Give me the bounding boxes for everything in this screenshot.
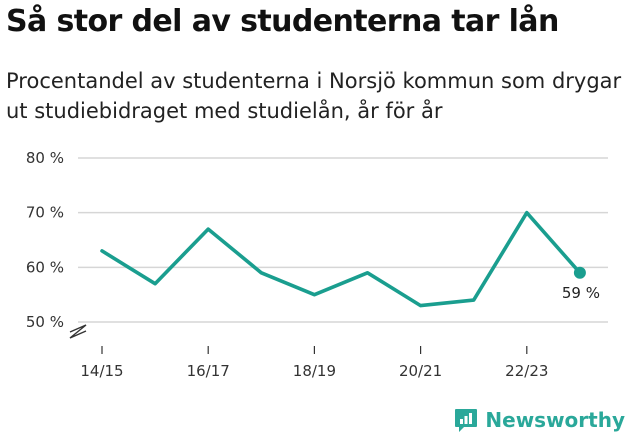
brand-name: Newsworthy <box>485 408 625 432</box>
newsworthy-logo-icon <box>455 409 478 432</box>
x-tick-label: 18/19 <box>293 362 336 380</box>
brand: Newsworthy <box>453 407 625 433</box>
chart-subtitle: Procentandel av studenterna i Norsjö kom… <box>6 69 622 123</box>
y-tick-label: 70 % <box>26 204 64 222</box>
data-points: 59 % <box>562 266 600 302</box>
y-axis-ticks: 50 % 60 % 70 % 80 % <box>26 149 87 339</box>
y-tick-label: 80 % <box>26 149 64 167</box>
last-value-label: 59 % <box>562 284 600 302</box>
axis-break-icon <box>69 324 87 339</box>
x-tick-label: 20/21 <box>399 362 442 380</box>
last-data-point <box>573 266 586 279</box>
chart-title: Så stor del av studenterna tar lån <box>6 4 559 39</box>
series-line <box>100 210 582 308</box>
y-tick-label: 50 % <box>26 313 64 331</box>
x-tick-label: 14/15 <box>80 362 123 380</box>
grid-lines <box>78 157 608 323</box>
series-lines <box>100 210 582 308</box>
y-tick-label: 60 % <box>26 258 64 276</box>
x-tick-label: 16/17 <box>187 362 230 380</box>
x-axis: 14/15 16/17 18/19 20/21 22/23 <box>80 346 548 380</box>
x-tick-label: 22/23 <box>505 362 548 380</box>
